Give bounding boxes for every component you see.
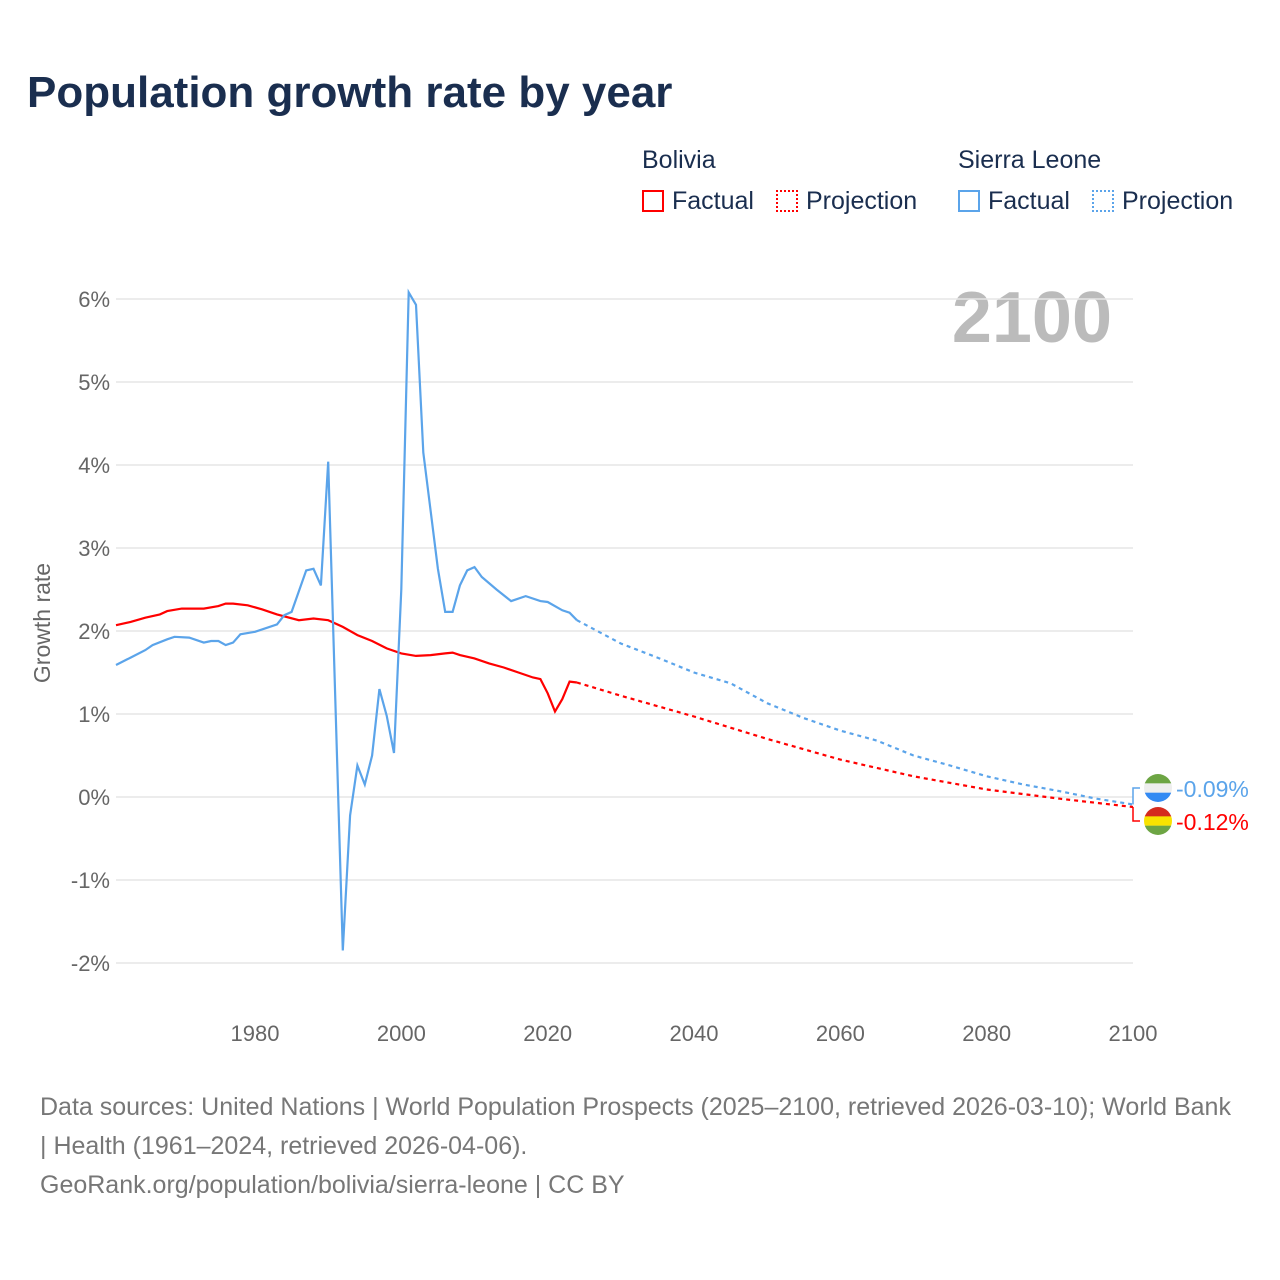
legend-label: Projection [1122,187,1234,215]
y-tick-label: -1% [71,868,110,893]
end-label-connector [1132,787,1140,805]
source-note: Data sources: United Nations | World Pop… [40,1088,1240,1205]
chart-title: Population growth rate by year [27,68,673,117]
legend-swatch [776,190,798,212]
y-tick-label: 0% [78,785,110,810]
x-tick-label: 2040 [670,1021,719,1046]
x-tick-label: 2080 [962,1021,1011,1046]
end-label-sierra-leone: -0.09% [1176,776,1249,802]
line-sierra-leone-projection [576,619,1134,806]
x-tick-label: 2100 [1109,1021,1158,1046]
flag-sierra-leone-icon [1144,774,1172,802]
end-label-bolivia: -0.12% [1176,809,1249,835]
legend-swatch [642,190,664,212]
flag-bolivia-icon [1144,807,1172,835]
legend-label: Projection [806,187,918,215]
legend-group-bolivia: Bolivia [642,146,716,174]
x-tick-label: 2060 [816,1021,865,1046]
line-bolivia-factual [115,602,578,714]
legend-label: Factual [988,187,1070,215]
plot-area: 2100 Growth rate 6% 5% 4% 3% 2% 1% 0% -1% -2% 198… [29,278,1249,1046]
y-tick-label: 6% [78,287,110,312]
legend-bolivia-projection[interactable]: Projection [776,187,917,216]
y-tick-label: 2% [78,619,110,644]
source-text: Data sources: United Nations | World Pop… [40,1093,1231,1160]
legend-sierra-leone-factual[interactable]: Factual [958,187,1070,216]
line-bolivia-projection [576,681,1134,809]
legend-sierra-leone-projection[interactable]: Projection [1092,187,1233,216]
line-sierra-leone-factual [115,288,578,951]
legend-group-sierra-leone: Sierra Leone [958,146,1102,174]
y-tick-label: 4% [78,453,110,478]
legend-label: Factual [672,187,754,215]
legend-bolivia-factual[interactable]: Factual [642,187,754,216]
y-tick-label: 3% [78,536,110,561]
x-tick-label: 1980 [231,1021,280,1046]
year-label: 2100 [952,278,1112,358]
y-axis-label: Growth rate [29,563,55,683]
y-tick-label: 1% [78,702,110,727]
end-label-connector [1132,806,1140,822]
x-tick-label: 2000 [377,1021,426,1046]
y-tick-label: -2% [71,951,110,976]
source-link[interactable]: GeoRank.org/population/bolivia/sierra-le… [40,1171,625,1199]
x-tick-label: 2020 [523,1021,572,1046]
legend-swatch [958,190,980,212]
legend-swatch [1092,190,1114,212]
y-tick-label: 5% [78,370,110,395]
